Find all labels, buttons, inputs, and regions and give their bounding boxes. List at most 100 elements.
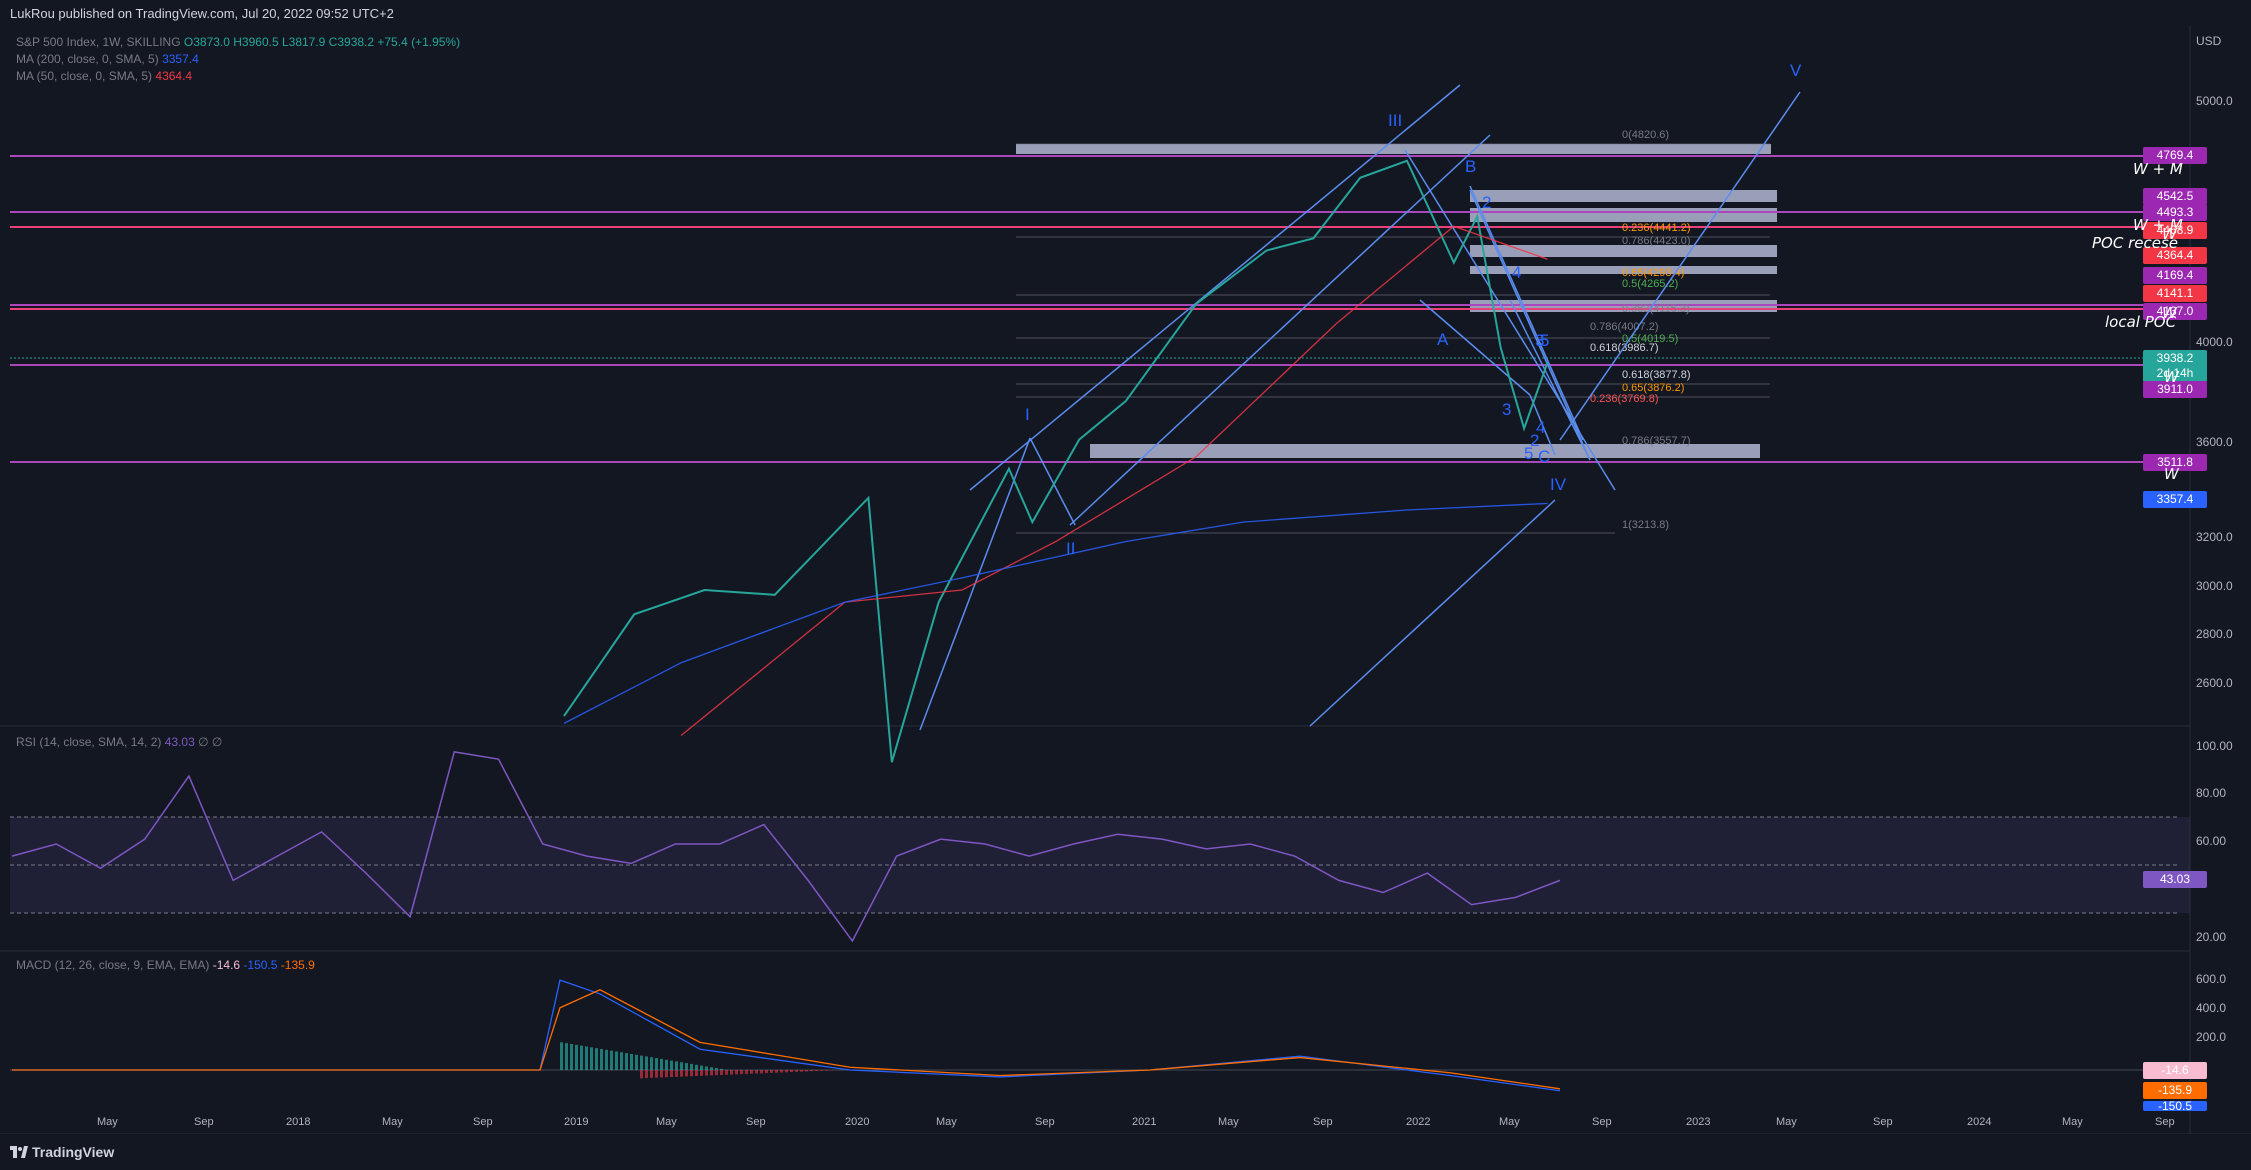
wedge-1 bbox=[1469, 185, 1584, 441]
time-tick: Sep bbox=[473, 1116, 493, 1128]
fib-lines bbox=[1016, 143, 1770, 534]
fib-label-4: 0.5(4265.2) bbox=[1622, 278, 1678, 290]
price-badge: 2d 14h bbox=[2143, 365, 2207, 382]
fib-label-5: 0.382(4115.3) bbox=[1622, 303, 1690, 315]
macd-bar bbox=[805, 1070, 808, 1072]
macd-bar bbox=[695, 1070, 698, 1077]
fib-label-3: 0.65(4293.4) bbox=[1622, 267, 1684, 279]
symbol-label: S&P 500 Index, 1W, SKILLING bbox=[16, 35, 181, 49]
wave-label-4b: 4 bbox=[1536, 418, 1545, 437]
time-tick: May bbox=[936, 1116, 957, 1128]
macd-bar bbox=[640, 1055, 643, 1070]
fib-label-9: 0.618(3877.8) bbox=[1622, 369, 1691, 381]
macd-bar bbox=[705, 1070, 708, 1076]
macd-histogram bbox=[560, 1042, 838, 1079]
macd-bar bbox=[765, 1070, 768, 1074]
price-badge: 4769.4 bbox=[2143, 147, 2207, 164]
time-tick: 2023 bbox=[1686, 1116, 1710, 1128]
time-tick: May bbox=[2062, 1116, 2083, 1128]
price-tick: 3000.0 bbox=[2196, 579, 2233, 593]
price-badge: 3938.2 bbox=[2143, 350, 2207, 367]
macd-tick: 600.0 bbox=[2196, 972, 2226, 986]
macd-bar bbox=[680, 1062, 683, 1070]
macd-bar bbox=[690, 1070, 693, 1077]
wave-label-iv: IV bbox=[1550, 475, 1567, 494]
rsi-series bbox=[11, 750, 1561, 943]
macd-bar bbox=[685, 1063, 688, 1070]
price-badge: 3357.4 bbox=[2143, 491, 2207, 508]
price-badge: 4542.5 bbox=[2143, 188, 2207, 205]
time-tick: Sep bbox=[1592, 1116, 1612, 1128]
macd-bar bbox=[565, 1043, 568, 1070]
macd-bar bbox=[585, 1046, 588, 1070]
rsi-tick: 20.00 bbox=[2196, 930, 2226, 944]
price-badge: -135.9 bbox=[2143, 1082, 2207, 1099]
macd-bar bbox=[795, 1070, 798, 1072]
macd-bar bbox=[615, 1051, 618, 1070]
rsi-tick: 80.00 bbox=[2196, 786, 2226, 800]
macd-bar bbox=[670, 1070, 673, 1078]
macd-bar bbox=[710, 1067, 713, 1070]
zone-box bbox=[1470, 245, 1777, 257]
macd-bar bbox=[800, 1070, 803, 1072]
price-badge: 4493.3 bbox=[2143, 204, 2207, 221]
macd-bar bbox=[740, 1070, 743, 1075]
zone-box bbox=[1016, 144, 1771, 154]
abc-lower bbox=[1419, 299, 1531, 396]
macd-bar bbox=[605, 1049, 608, 1070]
time-tick: 2019 bbox=[564, 1116, 588, 1128]
price-tick: 5000.0 bbox=[2196, 94, 2233, 108]
channel-upper bbox=[969, 84, 1461, 491]
macd-bar bbox=[720, 1070, 723, 1075]
rsi-extra: ∅ ∅ bbox=[198, 735, 223, 749]
macd-bar bbox=[760, 1070, 763, 1074]
ma50-value: 4364.4 bbox=[155, 69, 193, 83]
note-w-4: W bbox=[2164, 465, 2179, 483]
wave-label-i: I bbox=[1025, 405, 1030, 424]
price-badge: -14.6 bbox=[2143, 1062, 2207, 1079]
price-badge: 4468.9 bbox=[2143, 222, 2207, 239]
macd-bar bbox=[675, 1070, 678, 1077]
macd-legend: MACD (12, 26, close, 9, EMA, EMA) -14.6 … bbox=[16, 958, 315, 972]
wave-label-3b: 3 bbox=[1535, 331, 1544, 350]
price-tick: 4000.0 bbox=[2196, 335, 2233, 349]
time-tick: Sep bbox=[2155, 1116, 2175, 1128]
wave-label-2b: 2 bbox=[1530, 431, 1539, 450]
macd-bar bbox=[715, 1070, 718, 1076]
macd-bar bbox=[640, 1070, 643, 1079]
macd-bar bbox=[620, 1052, 623, 1070]
note-w-2: W bbox=[2162, 304, 2177, 322]
wave-ii-leg bbox=[1029, 437, 1076, 526]
signal-value: -135.9 bbox=[280, 958, 315, 972]
fib-label-7: 0.5(4019.5) bbox=[1622, 333, 1678, 345]
time-tick: 2018 bbox=[286, 1116, 310, 1128]
fib-label-13: 1(3213.8) bbox=[1622, 519, 1669, 531]
macd-bar bbox=[775, 1070, 778, 1073]
macd-bar bbox=[770, 1070, 773, 1073]
macd-bar bbox=[610, 1050, 613, 1070]
time-tick: May bbox=[1218, 1116, 1239, 1128]
tradingview-logo-icon bbox=[10, 1146, 28, 1158]
price-tick: 2800.0 bbox=[2196, 627, 2233, 641]
tradingview-brand[interactable]: TradingView bbox=[32, 1144, 115, 1160]
macd-bar bbox=[595, 1048, 598, 1070]
chart-legend: S&P 500 Index, 1W, SKILLING O3873.0 H396… bbox=[16, 34, 460, 85]
wave-label-4a: 4 bbox=[1512, 263, 1521, 282]
macd-bar bbox=[655, 1070, 658, 1078]
rsi-tick: 100.00 bbox=[2196, 739, 2233, 753]
macd-bar bbox=[700, 1065, 703, 1070]
macd-bar bbox=[580, 1045, 583, 1070]
price-tick: 2600.0 bbox=[2196, 676, 2233, 690]
macd-bar bbox=[820, 1070, 823, 1071]
time-tick: 2021 bbox=[1132, 1116, 1156, 1128]
price-series bbox=[563, 159, 1549, 763]
upper-channel-v bbox=[1559, 91, 1801, 441]
time-tick: 2022 bbox=[1406, 1116, 1430, 1128]
wave-label-3c: 3 bbox=[1502, 400, 1511, 419]
zone-box bbox=[1470, 266, 1777, 274]
time-tick: Sep bbox=[1873, 1116, 1893, 1128]
macd-tick: 400.0 bbox=[2196, 1001, 2226, 1015]
macd-bar bbox=[735, 1070, 738, 1075]
macd-bar bbox=[590, 1047, 593, 1070]
